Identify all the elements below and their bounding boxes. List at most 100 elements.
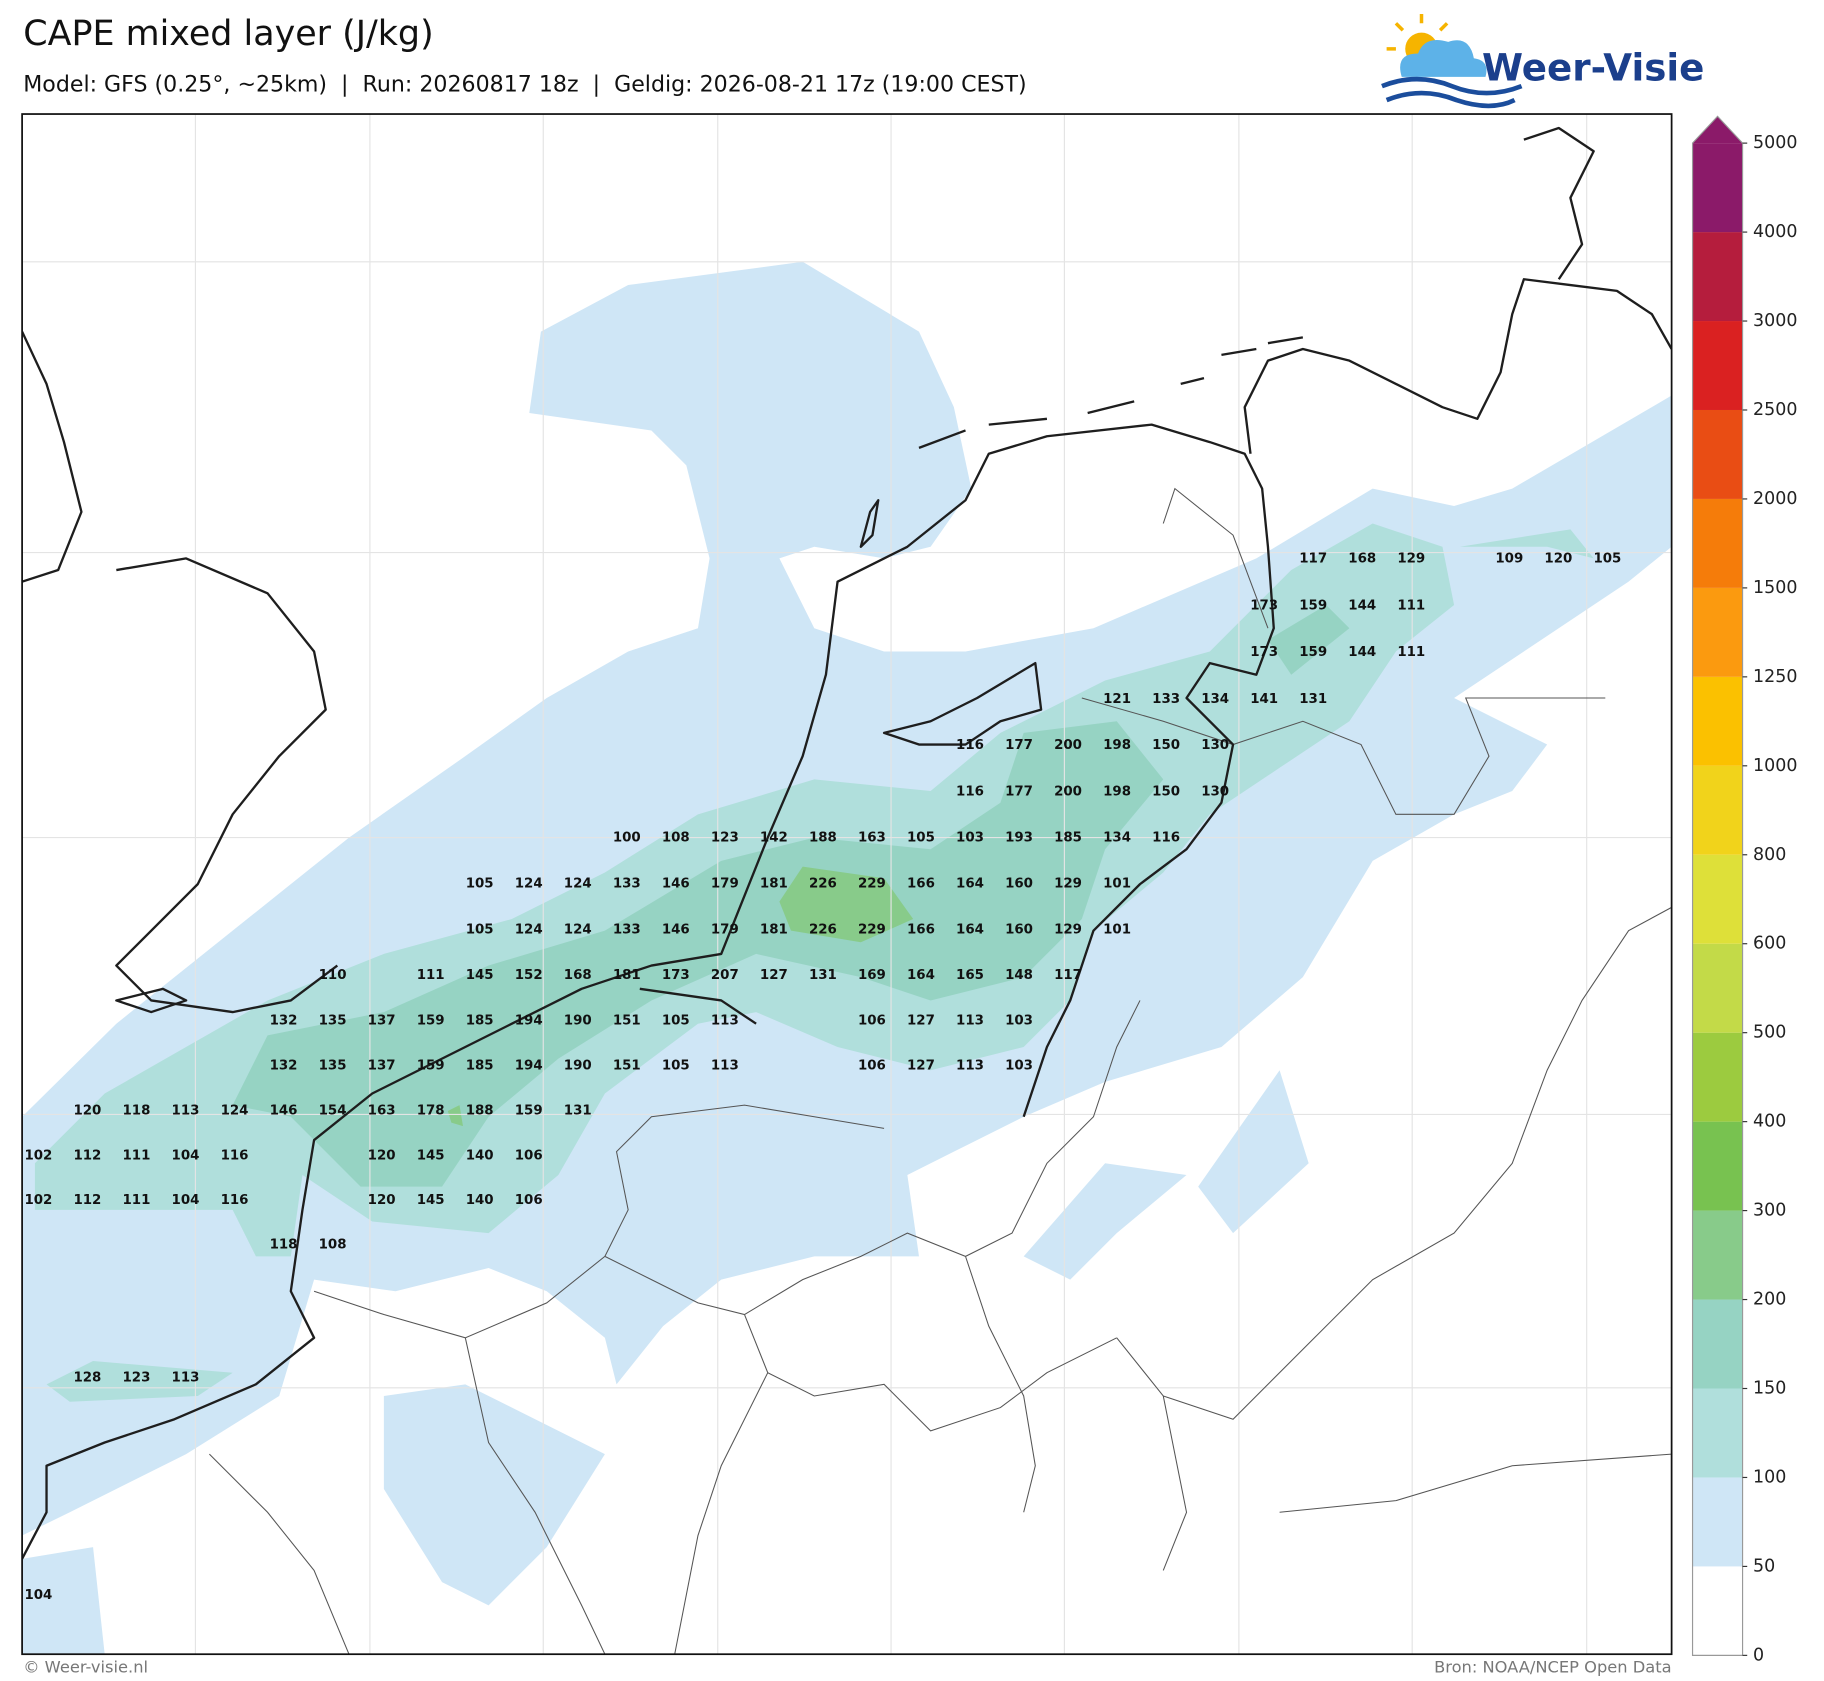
colorbar-tick-label: 150 xyxy=(1753,1379,1786,1399)
grid-value: 106 xyxy=(858,1013,886,1028)
colorbar-tick-label: 1250 xyxy=(1753,667,1797,687)
grid-value: 112 xyxy=(73,1148,101,1163)
grid-value: 118 xyxy=(270,1238,298,1253)
map-frame xyxy=(21,113,1673,1656)
grid-value: 137 xyxy=(368,1013,396,1028)
grid-value: 151 xyxy=(613,1013,641,1028)
grid-value: 111 xyxy=(417,968,445,983)
graticule xyxy=(22,114,1672,1655)
grid-value: 113 xyxy=(711,1013,739,1028)
grid-value: 127 xyxy=(760,968,788,983)
grid-value: 110 xyxy=(319,968,347,983)
grid-value: 229 xyxy=(858,877,886,892)
grid-value: 116 xyxy=(1152,831,1180,846)
colorbar-segment xyxy=(1692,1477,1743,1567)
grid-value: 185 xyxy=(1054,831,1082,846)
grid-value: 113 xyxy=(956,1059,984,1074)
grid-value: 118 xyxy=(123,1104,151,1119)
logo-rays xyxy=(1386,13,1457,51)
colorbar-segment xyxy=(1692,321,1743,410)
colorbar-segment xyxy=(1692,143,1743,233)
source: Bron: NOAA/NCEP Open Data xyxy=(1434,1658,1672,1677)
grid-value: 104 xyxy=(172,1193,200,1208)
colorbar-tick-label: 0 xyxy=(1753,1645,1764,1665)
grid-value: 129 xyxy=(1397,551,1425,566)
grid-value: 131 xyxy=(1299,692,1327,707)
grid-value: 137 xyxy=(368,1059,396,1074)
grid-value: 103 xyxy=(956,831,984,846)
colorbar-tick-label: 1000 xyxy=(1753,756,1797,776)
colorbar-segment xyxy=(1692,1299,1743,1389)
grid-value: 124 xyxy=(515,877,543,892)
grid-value: 134 xyxy=(1201,692,1229,707)
colorbar-segment xyxy=(1692,676,1743,766)
grid-value: 179 xyxy=(711,877,739,892)
colorbar-tick-label: 5000 xyxy=(1753,133,1797,153)
colorbar-segment xyxy=(1692,1032,1743,1122)
grid-value: 116 xyxy=(956,785,984,800)
grid-value: 120 xyxy=(368,1193,396,1208)
grid-value: 173 xyxy=(662,968,690,983)
grid-value: 133 xyxy=(613,922,641,937)
grid-value: 166 xyxy=(907,922,935,937)
grid-value: 135 xyxy=(319,1013,347,1028)
colorbar: 0 50 100 150 200 300 400 500 600 800 1000 1250 1500 2… xyxy=(1691,115,1797,1665)
grid-value: 103 xyxy=(1005,1013,1033,1028)
grid-value: 164 xyxy=(956,877,984,892)
grid-value: 185 xyxy=(466,1059,494,1074)
grid-value: 103 xyxy=(1005,1059,1033,1074)
grid-value: 173 xyxy=(1250,598,1278,613)
grid-value: 145 xyxy=(466,968,494,983)
grid-value: 165 xyxy=(956,968,984,983)
grid-value: 177 xyxy=(1005,738,1033,753)
logo-cloud xyxy=(1400,40,1487,77)
grid-value: 207 xyxy=(711,968,739,983)
grid-value: 226 xyxy=(809,922,837,937)
grid-value: 200 xyxy=(1054,738,1082,753)
grid-value: 113 xyxy=(172,1104,200,1119)
grid-value: 130 xyxy=(1201,785,1229,800)
grid-value: 150 xyxy=(1152,785,1180,800)
grid-value: 160 xyxy=(1005,877,1033,892)
grid-value: 159 xyxy=(417,1059,445,1074)
colorbar-tick-label: 3000 xyxy=(1753,311,1797,331)
grid-value: 168 xyxy=(564,968,592,983)
colorbar-segment xyxy=(1692,1388,1743,1478)
colorbar-tick-label: 2000 xyxy=(1753,489,1797,509)
grid-value: 113 xyxy=(956,1013,984,1028)
map: 117 168 129 109 120 105 173 159 144 111 173 159 144 1… xyxy=(22,114,1672,1655)
grid-value: 229 xyxy=(858,922,886,937)
copyright: © Weer-visie.nl xyxy=(23,1658,148,1677)
grid-value: 146 xyxy=(662,922,690,937)
colorbar-tick-label: 400 xyxy=(1753,1112,1786,1132)
grid-value: 164 xyxy=(956,922,984,937)
grid-value: 154 xyxy=(319,1104,347,1119)
grid-value: 105 xyxy=(466,922,494,937)
grid-lines xyxy=(22,114,1672,1655)
grid-value: 132 xyxy=(270,1059,298,1074)
grid-value: 188 xyxy=(466,1104,494,1119)
grid-value: 145 xyxy=(417,1148,445,1163)
grid-value: 164 xyxy=(907,968,935,983)
colorbar-tick-label: 300 xyxy=(1753,1201,1786,1221)
grid-value: 105 xyxy=(466,877,494,892)
grid-value: 108 xyxy=(662,831,690,846)
grid-value: 128 xyxy=(73,1370,101,1385)
grid-value: 100 xyxy=(613,831,641,846)
grid-value: 178 xyxy=(417,1104,445,1119)
grid-value: 105 xyxy=(662,1013,690,1028)
grid-value: 101 xyxy=(1103,877,1131,892)
grid-value: 173 xyxy=(1250,645,1278,660)
logo: Weer-Visie xyxy=(1381,13,1704,109)
grid-value: 190 xyxy=(564,1059,592,1074)
grid-value: 130 xyxy=(1201,738,1229,753)
colorbar-tick-label: 4000 xyxy=(1753,222,1797,242)
grid-value: 146 xyxy=(662,877,690,892)
grid-value: 140 xyxy=(466,1193,494,1208)
colorbar-segment xyxy=(1692,1210,1743,1300)
grid-value: 111 xyxy=(123,1193,151,1208)
colorbar-segment xyxy=(1692,765,1743,855)
logo-waves xyxy=(1381,76,1523,109)
grid-value: 181 xyxy=(613,968,641,983)
